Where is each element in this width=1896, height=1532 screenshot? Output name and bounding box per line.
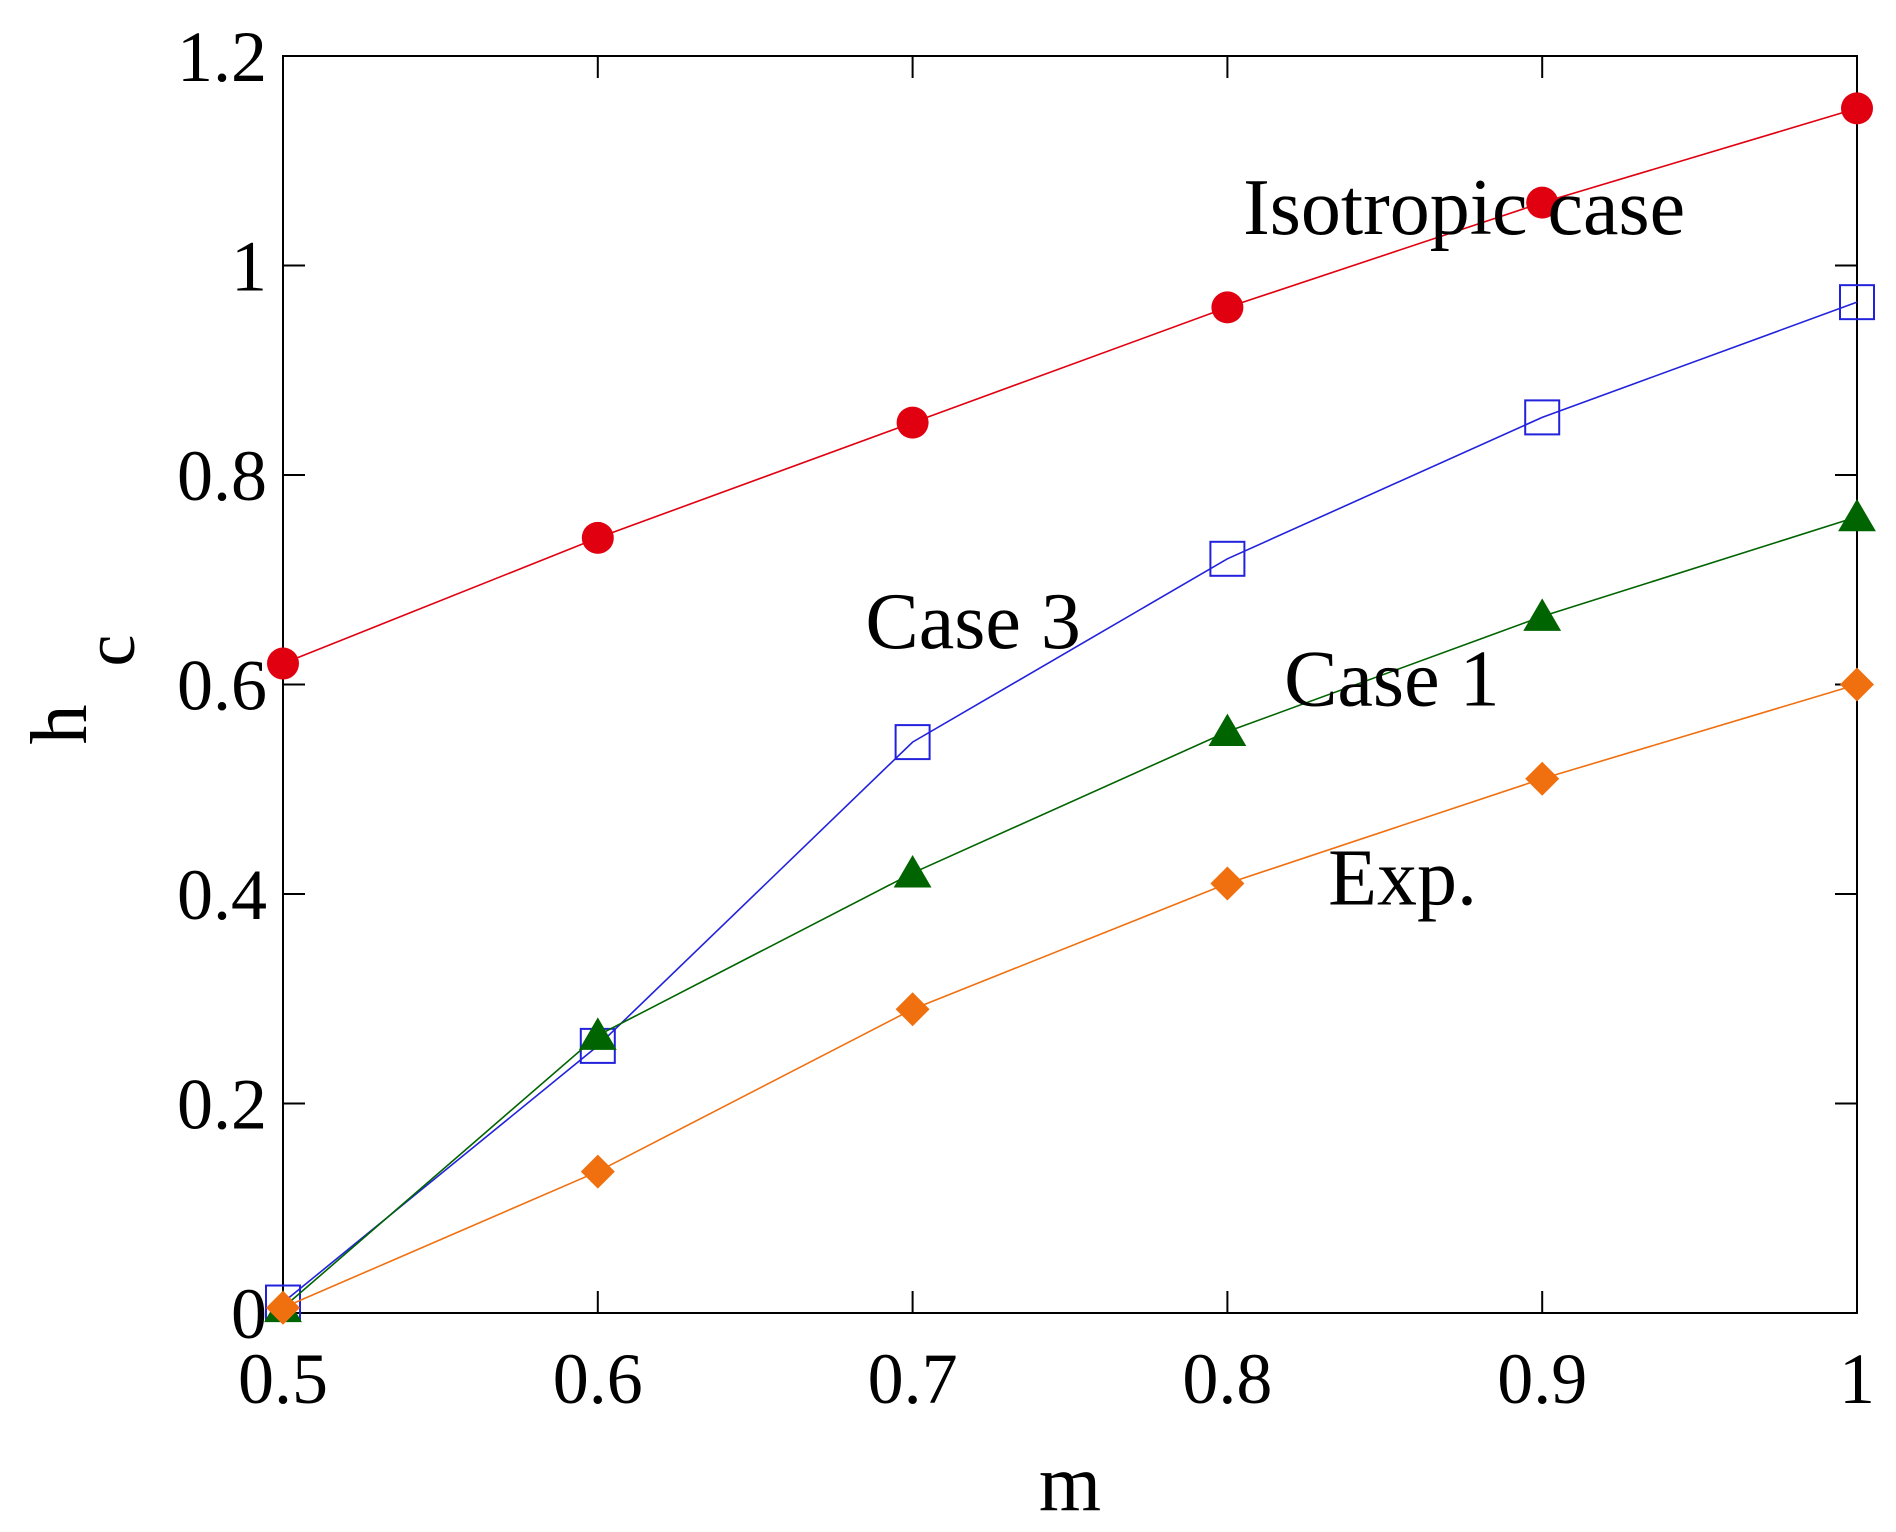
- data-point: [893, 855, 932, 888]
- data-point: [1838, 498, 1876, 532]
- y-tick-label: 0.8: [177, 436, 267, 516]
- data-point: [1523, 598, 1562, 631]
- series-case-3: [265, 284, 1875, 1321]
- data-point: [267, 647, 299, 680]
- data-point: [895, 992, 930, 1027]
- data-point: [1841, 92, 1873, 125]
- data-point: [1210, 866, 1245, 901]
- x-tick-label: 0.5: [238, 1339, 328, 1419]
- data-point: [1209, 540, 1246, 577]
- series-isotropic-case: [267, 92, 1873, 680]
- series-line: [282, 107, 1858, 665]
- data-point: [578, 1017, 617, 1050]
- data-point: [1526, 186, 1559, 219]
- x-tick-label: 0.9: [1497, 1339, 1587, 1419]
- y-tick-label: 1: [231, 227, 267, 307]
- y-tick-label: 0: [231, 1274, 267, 1354]
- y-tick-label: 0.6: [177, 646, 267, 726]
- data-point: [580, 1154, 615, 1189]
- y-tick-label: 1.2: [177, 17, 267, 97]
- series-line: [282, 683, 1858, 1309]
- series-line: [282, 301, 1858, 1304]
- text-layer: 0.5 0.6 0.7 0.8 0.9 100.20.40.60.811.2mhcIsot…: [16, 17, 1875, 1528]
- series-line: [282, 516, 1858, 1309]
- data-point: [581, 521, 614, 554]
- data-point: [894, 724, 931, 761]
- y-tick-label: 0.4: [177, 855, 267, 935]
- data-point: [1524, 399, 1561, 436]
- x-tick-label: 0.6: [553, 1339, 643, 1419]
- data-point: [266, 1290, 300, 1325]
- x-axis-title: m: [1039, 1440, 1101, 1528]
- y-axis-subscript: c: [70, 635, 150, 667]
- data-point: [1840, 667, 1874, 702]
- data-point: [1211, 291, 1244, 324]
- series-annotation: Case 1: [1284, 635, 1500, 723]
- x-tick-label: 0.7: [868, 1339, 958, 1419]
- series-exp: [266, 667, 1874, 1325]
- series-layer: [264, 92, 1876, 1325]
- x-tick-label: 0.8: [1182, 1339, 1272, 1419]
- data-point: [1208, 713, 1247, 747]
- y-axis-title: h: [16, 705, 104, 745]
- series-annotation: Case 3: [865, 578, 1081, 666]
- y-tick-label: 0.2: [177, 1065, 267, 1145]
- series-annotation: Exp.: [1328, 834, 1477, 922]
- x-tick-label: 1: [1839, 1339, 1875, 1419]
- data-point: [896, 406, 929, 439]
- data-point: [1525, 761, 1560, 796]
- series-annotation: Isotropic case: [1243, 164, 1685, 252]
- data-point: [1839, 284, 1875, 321]
- y-axis-title-group: hc: [16, 635, 150, 745]
